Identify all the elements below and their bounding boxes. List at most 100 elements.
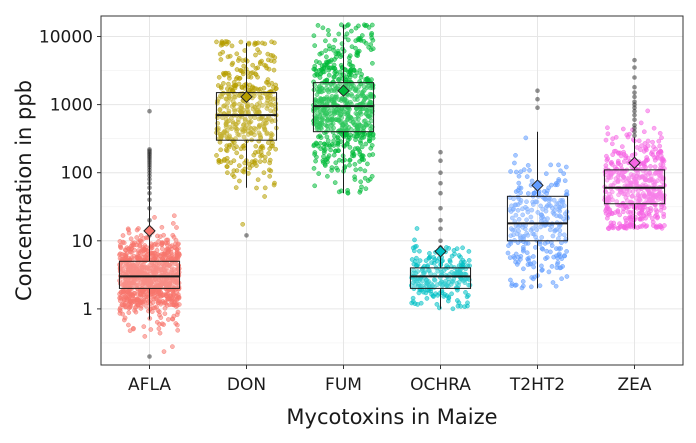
data-point: [218, 57, 224, 62]
data-point: [246, 119, 252, 125]
data-point: [662, 223, 667, 228]
data-point: [353, 25, 359, 31]
data-point: [236, 163, 242, 168]
data-point: [414, 226, 420, 231]
mean-marker: [143, 224, 156, 238]
data-point: [644, 223, 650, 229]
data-point: [546, 185, 552, 191]
data-point: [269, 80, 275, 86]
data-point: [218, 159, 224, 164]
data-point: [225, 100, 230, 106]
data-point: [366, 25, 372, 30]
data-point: [622, 159, 627, 164]
data-point: [159, 321, 165, 327]
outlier-point: [147, 197, 152, 203]
data-point: [358, 188, 363, 193]
data-point: [254, 185, 259, 191]
data-point: [171, 302, 177, 308]
data-point: [659, 135, 664, 141]
data-point: [632, 203, 638, 209]
data-point: [235, 119, 241, 125]
data-point: [645, 138, 651, 144]
data-point: [312, 152, 317, 157]
data-point: [329, 165, 335, 170]
data-point: [358, 179, 364, 185]
data-point: [458, 303, 464, 309]
data-point: [346, 22, 351, 27]
data-point: [512, 160, 517, 166]
outlier-point: [632, 65, 637, 70]
data-point: [645, 206, 651, 212]
outlier-point: [438, 170, 443, 175]
data-point: [349, 44, 355, 50]
x-axis: AFLA DON FUM OCHRA T2HT2 ZEA: [128, 365, 652, 395]
x-tick-label: AFLA: [128, 375, 171, 395]
data-point: [643, 164, 648, 170]
data-point: [344, 31, 350, 37]
data-point: [126, 246, 132, 251]
outlier-point: [147, 180, 152, 186]
data-point: [243, 116, 248, 122]
data-point: [159, 282, 164, 288]
data-point: [250, 62, 256, 68]
outlier-point: [535, 105, 540, 111]
data-point: [171, 291, 176, 296]
data-point: [346, 55, 352, 61]
data-point: [143, 303, 149, 309]
data-point: [268, 96, 273, 101]
data-point: [154, 290, 159, 296]
data-point: [513, 251, 519, 257]
grid: [101, 16, 683, 365]
data-point: [352, 161, 358, 167]
outlier-point: [438, 226, 443, 232]
data-point: [117, 251, 123, 257]
data-point: [139, 247, 145, 252]
data-point: [611, 148, 617, 154]
box-afla: [118, 260, 181, 289]
data-point: [627, 214, 633, 220]
data-point: [357, 159, 362, 164]
data-point: [165, 261, 171, 267]
outlier-point: [244, 233, 249, 238]
data-point: [131, 242, 137, 248]
data-point: [236, 55, 242, 61]
data-point: [563, 164, 569, 170]
data-point: [126, 322, 131, 328]
data-point: [370, 46, 376, 52]
data-point: [653, 207, 659, 212]
data-point: [466, 258, 472, 263]
data-point: [214, 39, 219, 45]
data-point: [621, 149, 626, 155]
data-point: [139, 239, 144, 245]
data-point: [129, 249, 134, 255]
data-point: [271, 182, 277, 188]
data-point: [317, 60, 322, 65]
data-point: [657, 130, 663, 136]
outlier-point: [438, 158, 443, 164]
data-point: [620, 209, 626, 215]
data-point: [161, 232, 166, 238]
data-point: [164, 237, 169, 243]
data-point: [537, 283, 543, 289]
data-point: [237, 178, 242, 184]
data-point: [219, 39, 225, 44]
data-point: [246, 40, 252, 46]
data-point: [138, 233, 144, 238]
data-point: [229, 103, 235, 109]
data-point: [456, 253, 462, 258]
data-point: [263, 63, 269, 69]
data-point: [252, 105, 258, 111]
data-point: [315, 23, 321, 28]
data-point: [238, 154, 244, 160]
data-point: [354, 52, 359, 58]
data-point: [167, 277, 173, 283]
data-point: [613, 134, 619, 140]
data-point: [638, 147, 643, 153]
data-point: [118, 289, 124, 295]
data-point: [428, 288, 434, 294]
data-point: [138, 306, 144, 311]
data-point: [370, 135, 376, 141]
y-axis: 1 10 100 1000 10000: [39, 27, 101, 320]
data-point: [359, 153, 365, 158]
data-point: [332, 37, 338, 43]
